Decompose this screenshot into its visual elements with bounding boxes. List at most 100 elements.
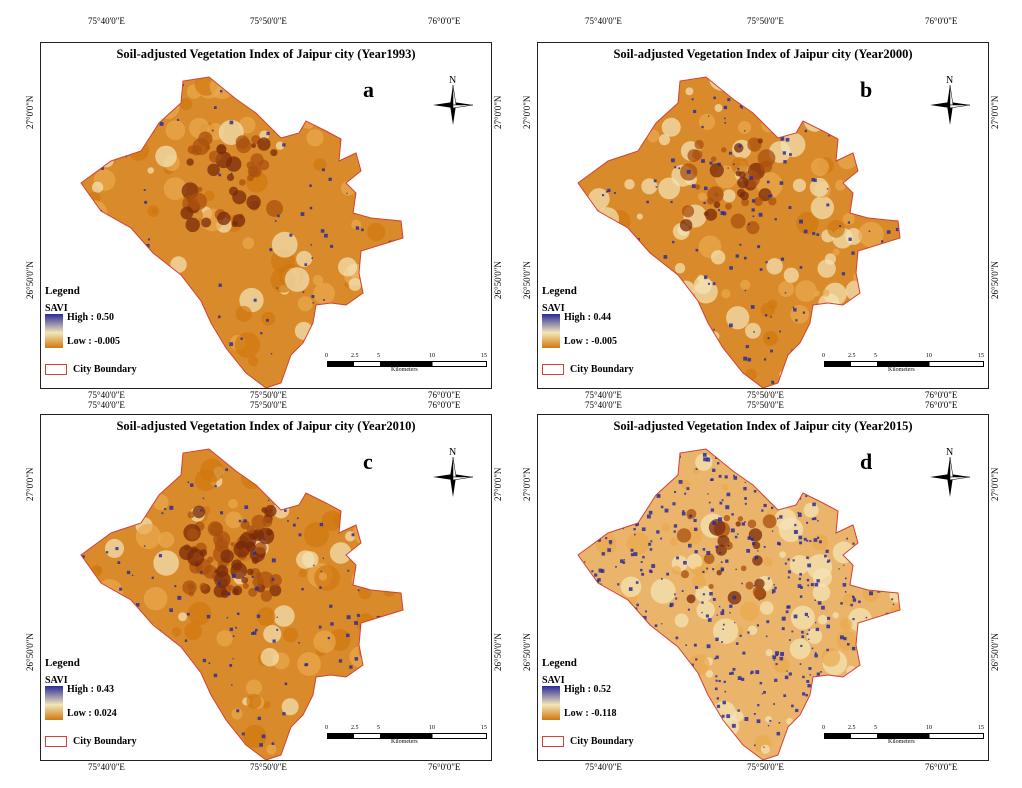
panel-letter: b — [860, 77, 873, 102]
scale-tick-label: 5 — [874, 353, 877, 359]
scale-tick-label: 2.5 — [351, 725, 359, 731]
legend-high-value: High : 0.44 — [564, 312, 611, 323]
legend-title: Legend — [45, 285, 80, 297]
graticule-left-label: 26°50'0"N — [25, 633, 35, 671]
graticule-top-label: 76°0'0"E — [428, 400, 461, 410]
scale-tick-label: 10 — [926, 725, 932, 731]
graticule-left-label: 27°0'0"N — [25, 467, 35, 501]
scale-tick-label: 10 — [429, 353, 435, 359]
city-boundary-swatch — [45, 736, 67, 748]
legend-index-name: SAVI — [45, 303, 68, 314]
legend-boundary-label: City Boundary — [570, 736, 634, 747]
legend-low-value: Low : 0.024 — [67, 708, 117, 719]
legend-title: Legend — [542, 285, 577, 297]
panel-letter: a — [363, 77, 374, 102]
city-boundary-outline — [80, 76, 404, 388]
legend-high-value: High : 0.50 — [67, 312, 114, 323]
scale-unit-label: Kilometers — [888, 367, 915, 373]
north-arrow-icon: N — [433, 75, 473, 125]
graticule-bottom-label: 75°40'0"E — [585, 390, 622, 400]
graticule-right-label: 26°50'0"N — [493, 261, 503, 299]
scale-tick-label: 15 — [978, 353, 984, 359]
panel-letter: d — [860, 449, 873, 474]
legend-low-value: Low : -0.118 — [564, 708, 617, 719]
map-panel-c: Soil-adjusted Vegetation Index of Jaipur… — [40, 414, 492, 761]
north-arrow-icon: N — [433, 447, 473, 497]
scale-tick-label: 0 — [325, 353, 328, 359]
city-boundary-swatch — [542, 736, 564, 748]
graticule-left-label: 26°50'0"N — [522, 261, 532, 299]
graticule-top-label: 76°0'0"E — [925, 16, 958, 26]
scale-tick-label: 0 — [822, 725, 825, 731]
scale-tick-label: 0 — [325, 725, 328, 731]
graticule-top-label: 75°50'0"E — [747, 400, 784, 410]
graticule-right-label: 27°0'0"N — [990, 95, 1000, 129]
graticule-bottom-label: 75°50'0"E — [250, 762, 287, 772]
graticule-right-label: 27°0'0"N — [493, 467, 503, 501]
scale-tick-label: 2.5 — [351, 353, 359, 359]
map-title: Soil-adjusted Vegetation Index of Jaipur… — [613, 419, 913, 433]
city-boundary-outline — [577, 76, 901, 388]
map-panel-d: Soil-adjusted Vegetation Index of Jaipur… — [537, 414, 989, 761]
graticule-bottom-label: 75°40'0"E — [585, 762, 622, 772]
scale-tick-label: 15 — [978, 725, 984, 731]
north-label: N — [449, 75, 456, 86]
scale-tick-label: 2.5 — [848, 725, 856, 731]
graticule-top-label: 75°50'0"E — [250, 400, 287, 410]
savi-raster-map — [80, 76, 404, 388]
map-title: Soil-adjusted Vegetation Index of Jaipur… — [116, 47, 416, 61]
graticule-bottom-label: 75°50'0"E — [747, 762, 784, 772]
graticule-top-label: 75°40'0"E — [585, 400, 622, 410]
legend-title: Legend — [542, 657, 577, 669]
graticule-right-label: 26°50'0"N — [493, 633, 503, 671]
north-label: N — [449, 447, 456, 458]
savi-raster-map — [577, 448, 901, 760]
scale-unit-label: Kilometers — [888, 739, 915, 745]
graticule-top-label: 75°50'0"E — [747, 16, 784, 26]
graticule-right-label: 26°50'0"N — [990, 633, 1000, 671]
graticule-bottom-label: 75°50'0"E — [747, 390, 784, 400]
graticule-top-label: 75°40'0"E — [88, 16, 125, 26]
graticule-left-label: 27°0'0"N — [25, 95, 35, 129]
legend-low-value: Low : -0.005 — [564, 336, 618, 347]
scale-tick-label: 5 — [377, 725, 380, 731]
savi-color-ramp — [45, 686, 63, 720]
map-legend: Legend SAVI High : 0.52 Low : -0.118 City Bo… — [542, 657, 634, 748]
map-legend: Legend SAVI High : 0.50 Low : -0.005 City Bo… — [45, 285, 137, 376]
legend-index-name: SAVI — [45, 675, 68, 686]
graticule-bottom-label: 76°0'0"E — [925, 762, 958, 772]
graticule-bottom-label: 76°0'0"E — [925, 390, 958, 400]
legend-boundary-label: City Boundary — [73, 364, 137, 375]
scale-tick-label: 5 — [377, 353, 380, 359]
graticule-bottom-label: 75°40'0"E — [88, 390, 125, 400]
panel-letter: c — [363, 449, 373, 474]
graticule-left-label: 26°50'0"N — [522, 633, 532, 671]
legend-index-name: SAVI — [542, 675, 565, 686]
north-arrow-icon: N — [930, 447, 970, 497]
north-label: N — [946, 75, 953, 86]
scale-tick-label: 15 — [481, 353, 487, 359]
graticule-top-label: 76°0'0"E — [428, 16, 461, 26]
savi-color-ramp — [45, 314, 63, 348]
city-boundary-swatch — [45, 364, 67, 376]
north-label: N — [946, 447, 953, 458]
map-legend: Legend SAVI High : 0.43 Low : 0.024 City Bou… — [45, 657, 137, 748]
legend-high-value: High : 0.52 — [564, 684, 611, 695]
graticule-bottom-label: 75°40'0"E — [88, 762, 125, 772]
scale-tick-label: 0 — [822, 353, 825, 359]
savi-raster-map — [80, 448, 404, 760]
savi-raster-map — [577, 76, 901, 388]
graticule-left-label: 27°0'0"N — [522, 95, 532, 129]
graticule-left-label: 27°0'0"N — [522, 467, 532, 501]
graticule-top-label: 75°40'0"E — [585, 16, 622, 26]
north-arrow-icon: N — [930, 75, 970, 125]
legend-boundary-label: City Boundary — [570, 364, 634, 375]
graticule-bottom-label: 76°0'0"E — [428, 762, 461, 772]
legend-boundary-label: City Boundary — [73, 736, 137, 747]
scale-tick-label: 2.5 — [848, 353, 856, 359]
savi-color-ramp — [542, 686, 560, 720]
scale-tick-label: 10 — [429, 725, 435, 731]
graticule-bottom-label: 76°0'0"E — [428, 390, 461, 400]
legend-low-value: Low : -0.005 — [67, 336, 121, 347]
map-title: Soil-adjusted Vegetation Index of Jaipur… — [116, 419, 416, 433]
